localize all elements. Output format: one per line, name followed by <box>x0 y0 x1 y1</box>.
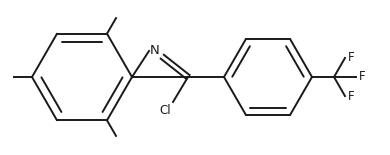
Text: F: F <box>348 90 354 103</box>
Text: N: N <box>150 44 160 58</box>
Text: Cl: Cl <box>159 104 171 117</box>
Text: F: F <box>348 51 354 64</box>
Text: F: F <box>359 71 365 84</box>
